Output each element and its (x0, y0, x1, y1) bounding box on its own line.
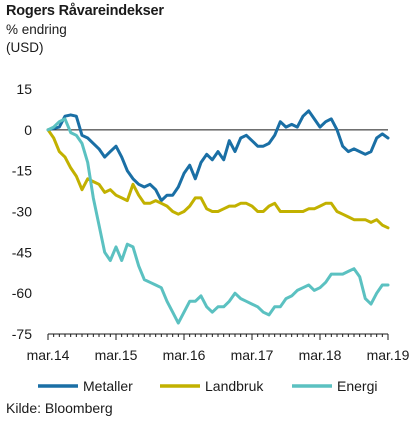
x-tick-label: mar.14 (27, 347, 70, 363)
y-tick-label: -75 (12, 326, 32, 342)
x-tick-label: mar.19 (367, 347, 410, 363)
y-tick-label: 15 (16, 81, 32, 97)
y-tick-label: -60 (12, 285, 32, 301)
y-tick-label: 0 (24, 122, 32, 138)
chart-title: Rogers Råvareindekser (6, 3, 164, 19)
series-line-energi (46, 117, 390, 325)
y-tick-label: -45 (12, 244, 32, 260)
legend-label-energi: Energi (337, 378, 377, 394)
chart-subtitle-currency: (USD) (6, 40, 44, 55)
chart-subtitle-unit: % endring (6, 22, 67, 37)
y-tick-label: -15 (12, 163, 32, 179)
x-tick-label: mar.17 (231, 347, 274, 363)
legend-label-metaller: Metaller (83, 378, 133, 394)
source-note: Kilde: Bloomberg (6, 400, 113, 416)
series-line-metaller (46, 109, 390, 203)
legend-label-landbruk: Landbruk (205, 378, 264, 394)
x-tick-label: mar.15 (95, 347, 138, 363)
y-tick-label: -30 (12, 204, 32, 220)
series-line-landbruk (46, 128, 390, 230)
x-tick-label: mar.18 (299, 347, 342, 363)
x-tick-label: mar.16 (163, 347, 206, 363)
